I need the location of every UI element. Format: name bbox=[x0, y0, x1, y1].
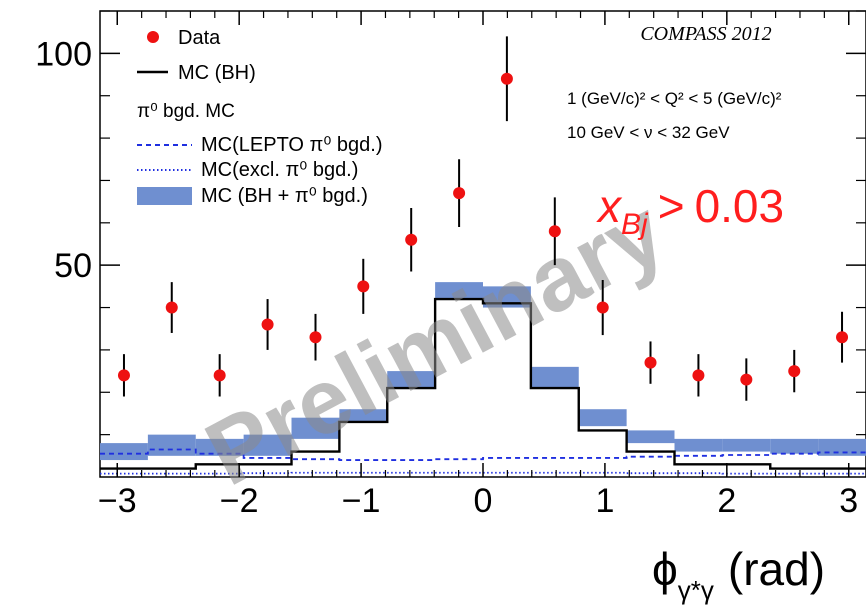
mc-excl-histogram bbox=[100, 471, 866, 475]
xbj-symbol: x bbox=[596, 180, 623, 232]
x-axis-subscript: γ*γ bbox=[678, 575, 714, 605]
legend-data-label: Data bbox=[178, 27, 221, 49]
y-tick-label: 50 bbox=[54, 247, 92, 285]
legend-data-marker bbox=[147, 31, 159, 43]
xbj-subscript: Bj bbox=[621, 208, 649, 241]
legend-bh-label: MC (BH) bbox=[178, 62, 256, 84]
x-tick-label: 2 bbox=[717, 482, 736, 520]
data-point bbox=[213, 369, 226, 382]
experiment-label: COMPASS 2012 bbox=[640, 23, 771, 45]
y-tick-label: 100 bbox=[35, 35, 92, 73]
band-bin bbox=[530, 366, 579, 389]
xbj-value: 0.03 bbox=[695, 180, 785, 232]
data-point bbox=[692, 369, 705, 382]
axis-ticks: −3 −2 −1 0 1 2 3 50 100 bbox=[35, 10, 866, 520]
data-point bbox=[548, 225, 561, 238]
mc-bh-histogram bbox=[100, 297, 866, 470]
data-point bbox=[117, 369, 130, 382]
data-point bbox=[165, 301, 178, 314]
band-bin bbox=[387, 371, 436, 389]
band-bin bbox=[339, 409, 388, 422]
data-point bbox=[836, 331, 849, 344]
band-bin bbox=[291, 417, 340, 439]
mc-lepto-histogram bbox=[100, 448, 866, 461]
data-point bbox=[453, 187, 466, 200]
data-point bbox=[644, 356, 657, 369]
mc-band-layer bbox=[100, 282, 866, 461]
q2-range: 1 (GeV/c)² < Q² < 5 (GeV/c)² bbox=[567, 89, 782, 108]
data-point bbox=[788, 365, 801, 378]
band-bin bbox=[578, 409, 627, 427]
data-point bbox=[500, 72, 513, 85]
x-tick-label: −1 bbox=[342, 482, 381, 520]
band-bin bbox=[770, 438, 819, 454]
x-tick-label: −2 bbox=[220, 482, 259, 520]
legend: Data MC (BH) π⁰ bgd. MC MC(LEPTO π⁰ bgd.… bbox=[137, 27, 383, 207]
nu-range: 10 GeV < ν < 32 GeV bbox=[567, 123, 730, 142]
x-tick-label: 3 bbox=[839, 482, 858, 520]
x-axis-unit: (rad) bbox=[728, 543, 825, 595]
band-bin bbox=[626, 430, 675, 444]
band-bin bbox=[195, 438, 244, 456]
band-bin bbox=[243, 434, 292, 456]
data-point bbox=[261, 318, 274, 331]
x-axis-title: ϕγ*γ (rad) bbox=[652, 543, 825, 605]
xbj-relation: > bbox=[658, 180, 685, 232]
data-point bbox=[405, 233, 418, 246]
legend-lepto-label: MC(LEPTO π⁰ bgd.) bbox=[201, 134, 383, 156]
band-bin bbox=[435, 282, 483, 300]
x-tick-label: 0 bbox=[474, 482, 493, 520]
band-bin bbox=[147, 434, 196, 456]
x-tick-label: 1 bbox=[595, 482, 614, 520]
x-axis-symbol: ϕ bbox=[652, 543, 678, 595]
data-point bbox=[596, 301, 609, 314]
legend-excl-label: MC(excl. π⁰ bgd.) bbox=[201, 159, 358, 181]
band-bin bbox=[722, 438, 771, 452]
band-bin bbox=[674, 438, 723, 452]
data-points-layer bbox=[117, 36, 849, 401]
xbj-cut: xBj >0.03 bbox=[596, 180, 784, 241]
band-bin bbox=[100, 443, 148, 461]
data-point bbox=[740, 373, 753, 386]
data-point bbox=[357, 280, 370, 293]
mc-step-layer bbox=[100, 297, 866, 475]
x-tick-label: −3 bbox=[98, 482, 137, 520]
legend-band-label: MC (BH + π⁰ bgd.) bbox=[201, 185, 368, 207]
data-point bbox=[309, 331, 322, 344]
legend-header: π⁰ bgd. MC bbox=[137, 101, 235, 122]
legend-band-swatch bbox=[137, 187, 192, 205]
